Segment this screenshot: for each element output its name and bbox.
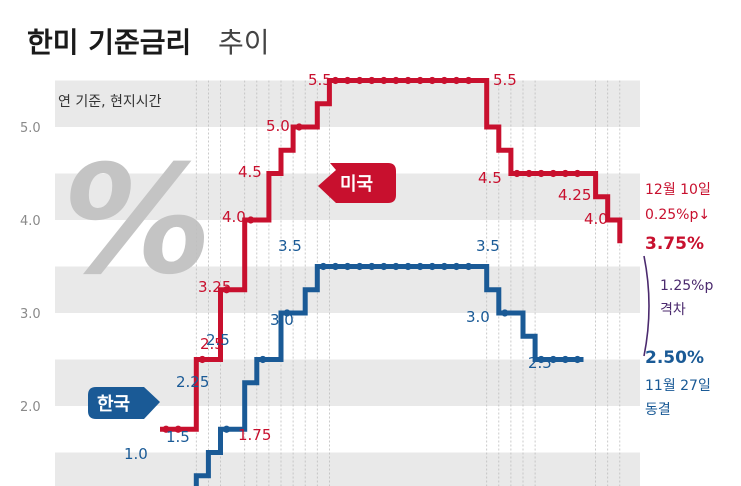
us-point-label: 5.0 [266, 117, 290, 135]
kr-point [222, 425, 231, 433]
us-point [356, 76, 364, 85]
us-point [198, 355, 206, 364]
kr-point-label: 2.5 [528, 354, 552, 372]
kr-tag-label: 한국 [97, 394, 130, 415]
kr-tag: 한국 [88, 387, 160, 419]
kr-point [549, 355, 557, 364]
us-point [416, 76, 424, 85]
us-point [573, 169, 582, 178]
kr-point [331, 262, 340, 271]
kr-point [501, 309, 509, 317]
kr-point [319, 262, 327, 271]
gap-bracket [643, 255, 650, 357]
gap-value: 1.25%p [660, 278, 713, 294]
series-us [160, 76, 623, 433]
kr-point [464, 262, 473, 271]
us-point [247, 216, 255, 224]
kr-point-label: 1.0 [124, 445, 148, 463]
chart-subtitle: 추이 [218, 26, 270, 59]
kr-point [416, 262, 424, 271]
us-point-label: 4.0 [222, 208, 246, 226]
kr-point [283, 309, 291, 317]
us-point [440, 76, 448, 85]
band [55, 452, 640, 486]
us-point-label: 2.5 [200, 335, 224, 353]
kr-point [356, 262, 364, 271]
y-tick-label: 5.0 [20, 121, 41, 136]
us-point [368, 76, 376, 85]
kr-point [380, 262, 388, 271]
kr-point [452, 262, 461, 271]
us-point-label: 4.25 [558, 186, 591, 204]
kr-point [537, 355, 545, 364]
kr-point [428, 262, 436, 271]
us-point [174, 425, 182, 433]
kr-point [392, 262, 400, 271]
kr-point-label: 3.5 [476, 237, 500, 255]
kr-point [573, 355, 582, 364]
kr-decision-status: 동결 [645, 402, 671, 418]
kr-point [561, 355, 569, 364]
chart-note: 연 기준, 현지시간 [58, 94, 162, 110]
us-point-label: 4.5 [238, 163, 262, 181]
y-tick-label: 2.0 [20, 400, 41, 415]
us-current-rate: 3.75% [645, 234, 704, 254]
us-point-label: 1.75 [238, 426, 271, 444]
us-point-label: 5.5 [493, 71, 517, 89]
kr-current-rate: 2.50% [645, 348, 704, 368]
us-tag-label: 미국 [340, 174, 373, 195]
percent-graphic: % [62, 134, 212, 308]
us-point-labels: 1.75 2.5 3.25 4.0 4.5 5.0 5.5 5.5 4.5 4.25 4.0 [198, 71, 608, 444]
us-point [464, 76, 473, 85]
gap-label: 격차 [660, 302, 686, 318]
us-point [428, 76, 436, 85]
us-point [452, 76, 461, 85]
kr-point-label: 3.0 [270, 311, 294, 329]
kr-point [259, 355, 267, 364]
us-point [392, 76, 400, 85]
y-tick-label: 4.0 [20, 214, 41, 229]
us-tag: 미국 [318, 163, 396, 203]
us-point [295, 123, 303, 131]
kr-point-label: 3.0 [466, 308, 490, 326]
us-point [561, 169, 569, 178]
kr-point-labels: 1.0 1.5 2.25 2.5 3.0 3.5 3.5 3.0 2.5 [124, 237, 552, 463]
kr-point [404, 262, 412, 271]
us-point [331, 76, 340, 85]
kr-point [440, 262, 448, 271]
us-point [525, 169, 533, 178]
band [55, 266, 640, 313]
us-point [537, 169, 545, 178]
kr-point [343, 262, 352, 271]
us-change-date: 12월 10일 [645, 182, 711, 198]
vertical-guides [195, 80, 621, 486]
kr-point-label: 1.5 [166, 428, 190, 446]
us-point [380, 76, 388, 85]
kr-point [368, 262, 376, 271]
us-change-amount: 0.25%p↓ [645, 207, 710, 223]
kr-point-label: 3.5 [278, 237, 302, 255]
us-point-label: 5.5 [308, 71, 332, 89]
us-point-label: 3.25 [198, 278, 231, 296]
kr-decision-date: 11월 27일 [645, 378, 711, 394]
us-point [162, 425, 170, 433]
us-point [404, 76, 412, 85]
us-point [513, 169, 521, 178]
kr-point-label: 2.5 [206, 331, 230, 349]
band [55, 80, 640, 127]
us-point [549, 169, 557, 178]
y-tick-label: 3.0 [20, 307, 41, 322]
us-point-label: 4.5 [478, 169, 502, 187]
us-point [343, 76, 352, 85]
chart-title: 한미 기준금리 [27, 26, 191, 59]
y-axis-ticks: 2.0 3.0 4.0 5.0 [20, 121, 41, 415]
us-point [222, 286, 231, 294]
us-point-label: 4.0 [584, 210, 608, 228]
series-kr [193, 262, 584, 486]
kr-point-label: 2.25 [176, 373, 209, 391]
